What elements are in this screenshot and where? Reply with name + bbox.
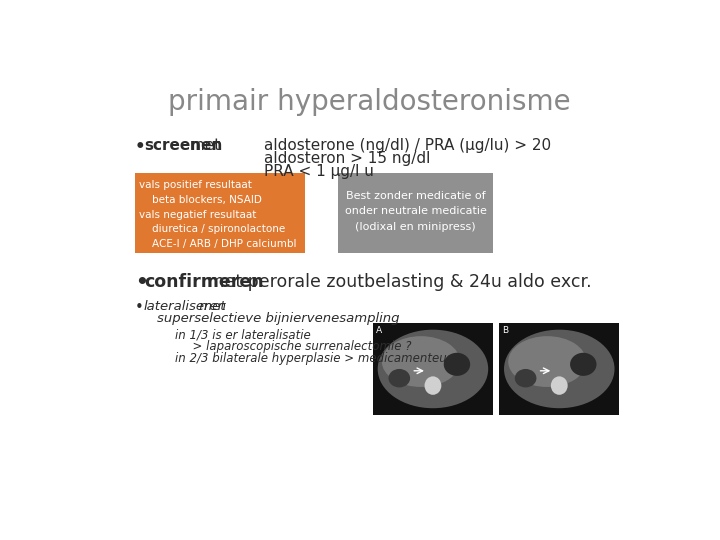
Ellipse shape [444, 353, 470, 376]
Bar [338, 173, 493, 253]
Text: superselectieve bijniervenesampling: superselectieve bijniervenesampling [158, 312, 400, 325]
Text: beta blockers, NSAID: beta blockers, NSAID [139, 195, 261, 205]
Ellipse shape [570, 353, 596, 376]
Text: •: • [135, 273, 148, 292]
Text: •: • [135, 300, 144, 315]
Ellipse shape [378, 330, 488, 408]
Bar [373, 323, 493, 415]
Bar [499, 323, 619, 415]
Ellipse shape [551, 376, 567, 395]
Text: screenen: screenen [144, 138, 222, 153]
Text: > laparoscopische surrenalectomie ?: > laparoscopische surrenalectomie ? [184, 340, 411, 354]
Ellipse shape [508, 336, 586, 387]
Text: vals positief resultaat: vals positief resultaat [139, 180, 252, 190]
Text: aldosterone (ng/dl) / PRA (μg/lu) > 20: aldosterone (ng/dl) / PRA (μg/lu) > 20 [264, 138, 552, 153]
Text: ACE-I / ARB / DHP calciumbl: ACE-I / ARB / DHP calciumbl [139, 239, 297, 249]
Text: in 1/3 is er lateralisatie: in 1/3 is er lateralisatie [175, 329, 311, 342]
Text: met: met [184, 138, 220, 153]
Ellipse shape [382, 336, 460, 387]
Ellipse shape [504, 330, 615, 408]
Text: Best zonder medicatie of
onder neutrale medicatie
(Iodixal en minipress): Best zonder medicatie of onder neutrale … [345, 191, 487, 232]
Text: lateraliseren: lateraliseren [143, 300, 227, 313]
Text: met perorale zoutbelasting & 24u aldo excr.: met perorale zoutbelasting & 24u aldo ex… [202, 273, 591, 291]
Text: met: met [194, 300, 225, 313]
Text: diuretica / spironolactone: diuretica / spironolactone [139, 224, 285, 234]
Ellipse shape [425, 376, 441, 395]
Text: •: • [135, 138, 145, 156]
Text: primair hyperaldosteronisme: primair hyperaldosteronisme [168, 88, 570, 116]
Text: PRA < 1 μg/l u: PRA < 1 μg/l u [264, 164, 374, 179]
Text: vals negatief resultaat: vals negatief resultaat [139, 210, 256, 220]
Text: B: B [503, 326, 508, 335]
Ellipse shape [515, 369, 536, 387]
Ellipse shape [389, 369, 410, 387]
Text: A: A [376, 326, 382, 335]
Text: aldosteron > 15 ng/dl: aldosteron > 15 ng/dl [264, 151, 431, 166]
Text: in 2/3 bilaterale hyperplasie > medicamenteus: in 2/3 bilaterale hyperplasie > medicame… [175, 352, 453, 365]
Bar [135, 173, 305, 253]
Text: confirmeren: confirmeren [144, 273, 264, 291]
